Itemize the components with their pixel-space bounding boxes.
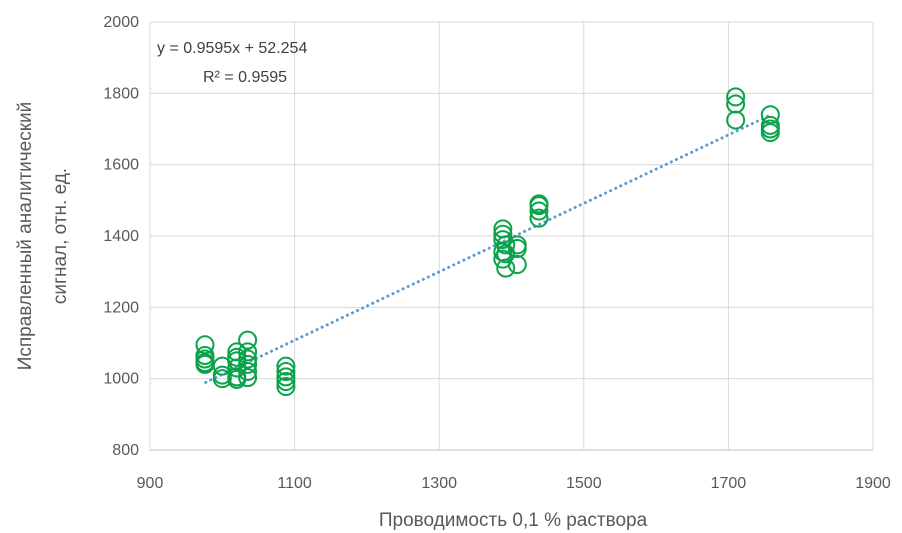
y-tick-label-1400: 1400 [103, 228, 139, 245]
x-tick-label-900: 900 [137, 475, 164, 492]
data-point-0-22 [276, 367, 296, 387]
data-point-0-24 [276, 377, 296, 397]
y-tick-label-1600: 1600 [103, 157, 139, 174]
data-point-0-37 [529, 196, 549, 216]
data-points [195, 87, 780, 397]
data-point-0-39 [529, 208, 549, 228]
x-tick-label-1500: 1500 [566, 475, 602, 492]
y-axis-label-line-1: Исправленный аналитический [15, 102, 36, 371]
trendline-r-squared: R² = 0.9595 [203, 69, 287, 86]
y-tick-label-1000: 1000 [103, 371, 139, 388]
data-point-0-42 [726, 110, 746, 130]
tick-labels: 800 1000 1200 1400 1600 1800 2000 900 1100 1300 15… [103, 14, 890, 492]
trendline-equation: y = 0.9595x + 52.254 [157, 40, 307, 57]
data-point-0-33 [507, 235, 527, 255]
y-tick-label-1200: 1200 [103, 299, 139, 316]
data-point-0-16 [238, 349, 258, 369]
y-tick-label-1800: 1800 [103, 85, 139, 102]
data-point-0-46 [760, 123, 780, 143]
y-tick-label-2000: 2000 [103, 14, 139, 31]
data-point-0-38 [529, 201, 549, 221]
x-tick-label-1300: 1300 [421, 475, 457, 492]
data-point-0-7 [212, 369, 232, 389]
data-point-0-18 [238, 362, 258, 382]
x-axis-label: Проводимость 0,1 % раствора [379, 510, 648, 531]
data-point-0-40 [726, 87, 746, 107]
data-point-0-32 [496, 235, 516, 255]
data-point-0-17 [238, 354, 258, 374]
y-tick-label-800: 800 [112, 442, 139, 459]
trendline-layer [204, 112, 774, 384]
y-axis-label-line-2: сигнал, отн. ед. [50, 168, 71, 304]
data-point-0-30 [496, 258, 516, 278]
data-point-0-19 [238, 368, 258, 388]
x-tick-label-1900: 1900 [855, 475, 891, 492]
trendline [204, 112, 774, 384]
data-point-0-14 [238, 330, 258, 350]
data-point-0-21 [276, 362, 296, 382]
data-point-0-20 [276, 356, 296, 376]
data-point-0-15 [238, 342, 258, 362]
data-point-0-23 [276, 372, 296, 392]
x-tick-label-1700: 1700 [711, 475, 747, 492]
x-tick-label-1100: 1100 [277, 475, 312, 492]
y-axis-label: Исправленный аналитический сигнал, отн. … [15, 102, 71, 371]
data-point-0-35 [507, 255, 527, 275]
